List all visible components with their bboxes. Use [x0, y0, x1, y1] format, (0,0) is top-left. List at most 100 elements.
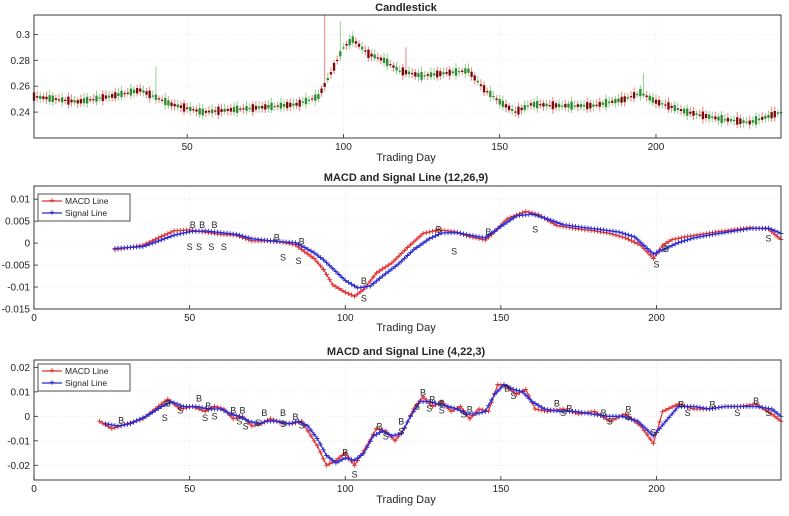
signal-line-marker — [302, 422, 308, 427]
macd-line-marker — [405, 245, 410, 250]
buy-label: B — [299, 236, 305, 246]
signal-line-marker — [682, 238, 687, 244]
signal-line-marker — [772, 228, 778, 234]
candle-body — [339, 51, 342, 57]
x-tick-label: 200 — [648, 142, 665, 153]
candle-body — [767, 114, 770, 118]
macd-line-marker — [342, 450, 348, 456]
macd-line-marker — [330, 282, 336, 288]
signal-line-marker — [386, 431, 392, 437]
signal-line-marker — [314, 252, 320, 258]
signal-line-marker — [691, 235, 697, 241]
candle-body — [589, 102, 592, 109]
x-tick-label: 0 — [31, 313, 37, 324]
signal-line-marker — [411, 409, 417, 414]
macd-4-22-3-title: MACD and Signal Line (4,22,3) — [327, 346, 486, 358]
candle-body — [179, 105, 183, 109]
buy-label: B — [240, 406, 246, 416]
candle-body — [539, 104, 542, 106]
candle-body — [323, 83, 326, 87]
macd-line-marker — [629, 238, 634, 244]
buy-label: B — [436, 225, 442, 235]
signal-line-marker — [741, 227, 746, 232]
candle-body — [307, 99, 311, 101]
signal-line-marker — [619, 230, 625, 236]
candle-body — [104, 95, 108, 99]
candle-body — [486, 91, 489, 93]
sell-label: S — [280, 419, 286, 429]
signal-line-marker — [112, 423, 118, 428]
buy-label: B — [212, 220, 218, 230]
macd-line-marker — [417, 233, 423, 239]
signal-line-marker — [165, 235, 171, 240]
macd-line-marker — [392, 438, 398, 444]
candle-body — [595, 104, 598, 106]
signal-line-marker — [246, 418, 252, 424]
candle-body — [451, 71, 454, 74]
macd-line-marker — [352, 462, 357, 468]
macd-line-marker — [426, 229, 432, 235]
signal-line-marker — [143, 243, 149, 248]
candle-body — [207, 110, 211, 113]
candle-body — [357, 43, 361, 47]
candle-body — [229, 107, 233, 112]
signal-line-path — [105, 383, 782, 464]
plot-frame — [33, 185, 782, 310]
candle-body — [751, 120, 755, 123]
signal-line-marker — [654, 429, 659, 435]
signal-line-marker — [199, 405, 205, 411]
macd-line-marker — [647, 436, 653, 442]
signal-line-marker — [106, 421, 112, 427]
signal-line-marker — [159, 237, 164, 243]
macd-line-marker — [336, 286, 342, 291]
macd-line-marker — [651, 440, 656, 446]
signal-line-marker — [542, 406, 547, 412]
candle-body — [310, 98, 314, 100]
candle-body — [576, 104, 580, 107]
sell-label: S — [650, 428, 656, 438]
macd-line-marker — [769, 411, 775, 417]
macd-4-22-3-series — [97, 382, 784, 468]
candle-body — [639, 89, 642, 97]
sell-label: S — [653, 260, 659, 270]
signal-line-marker — [143, 413, 149, 419]
signal-line-marker — [377, 276, 382, 281]
candle-body — [592, 104, 595, 107]
signal-line-marker — [672, 241, 678, 247]
buy-label: B — [118, 416, 124, 426]
signal-line-marker — [286, 421, 292, 427]
candle-body — [157, 98, 161, 100]
signal-line-marker — [601, 227, 606, 233]
x-tick-label: 100 — [337, 313, 354, 324]
buy-label: B — [753, 396, 759, 406]
macd-12-26-9-title: MACD and Signal Line (12,26,9) — [324, 172, 489, 184]
macd-line-marker — [346, 291, 351, 296]
signal-line-marker — [246, 235, 252, 241]
signal-line-marker — [557, 221, 563, 226]
candle-body — [301, 101, 304, 103]
signal-line-marker — [486, 403, 491, 409]
signal-line-marker — [700, 405, 706, 411]
signal-line-marker — [523, 392, 529, 398]
candle-body — [386, 58, 389, 67]
signal-line-marker — [576, 409, 582, 415]
signal-line-marker — [492, 228, 498, 234]
signal-line-marker — [467, 232, 473, 238]
candle-body — [498, 98, 501, 105]
candle-body — [442, 72, 445, 75]
candle-body — [273, 106, 276, 108]
candle-body — [448, 69, 451, 76]
candle-body — [651, 97, 655, 103]
signal-line-marker — [342, 455, 348, 461]
candle-body — [617, 98, 620, 103]
candle-body — [198, 108, 201, 115]
signal-line-marker — [632, 234, 638, 240]
buy-label: B — [663, 244, 669, 254]
candle-body — [248, 107, 251, 110]
signal-line-marker — [237, 413, 242, 419]
sell-label: S — [532, 225, 538, 235]
macd-line-marker — [308, 433, 314, 439]
candle-body — [57, 99, 61, 101]
signal-line-marker — [775, 411, 781, 417]
macd-line-marker — [420, 231, 426, 236]
